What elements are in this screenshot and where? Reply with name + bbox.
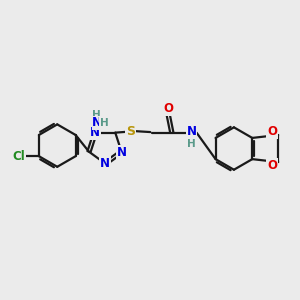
Text: S: S xyxy=(126,125,135,138)
Text: N: N xyxy=(90,126,100,139)
Text: H: H xyxy=(92,110,100,120)
Text: N: N xyxy=(92,116,102,129)
Text: N: N xyxy=(187,125,196,138)
Text: N: N xyxy=(100,157,110,170)
Text: O: O xyxy=(267,159,277,172)
Text: O: O xyxy=(267,125,277,138)
Text: Cl: Cl xyxy=(13,150,26,163)
Text: H: H xyxy=(100,118,108,128)
Text: N: N xyxy=(117,146,127,158)
Text: O: O xyxy=(163,102,173,115)
Text: H: H xyxy=(187,139,196,149)
